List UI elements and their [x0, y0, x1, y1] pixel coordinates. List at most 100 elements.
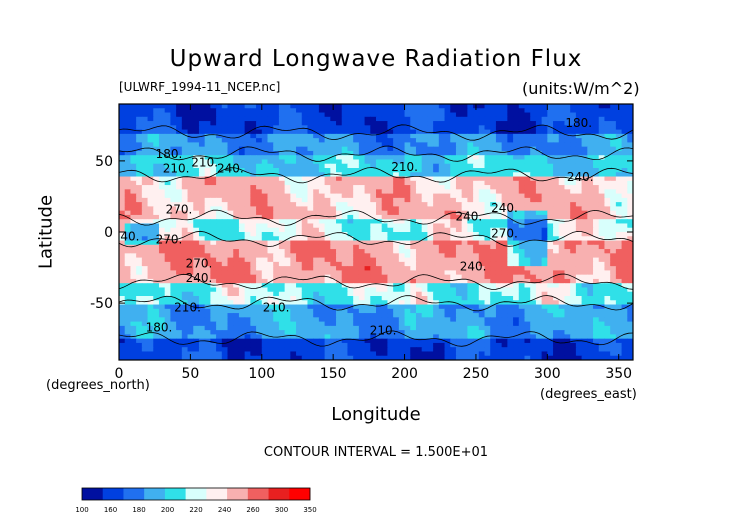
field-cell — [393, 146, 400, 152]
field-cell — [507, 274, 514, 280]
field-cell — [176, 138, 183, 143]
field-cell — [233, 274, 240, 280]
field-cell — [553, 180, 560, 186]
field-cell — [501, 150, 508, 156]
field-cell — [604, 189, 611, 195]
field-cell — [364, 291, 371, 297]
field-cell — [238, 253, 246, 259]
field-cell — [610, 240, 617, 246]
field-cell — [170, 121, 177, 126]
field-cell — [535, 321, 543, 327]
field-cell — [353, 155, 360, 161]
field-cell — [296, 214, 303, 220]
field-cell — [461, 330, 468, 335]
field-cell — [307, 338, 314, 344]
field-cell — [455, 150, 463, 156]
field-cell — [444, 308, 451, 314]
field-cell — [604, 193, 611, 199]
field-cell — [438, 168, 446, 173]
field-cell — [598, 133, 606, 139]
field-cell — [307, 232, 314, 237]
field-cell — [181, 142, 189, 148]
field-cell — [181, 313, 189, 318]
field-cell — [593, 159, 600, 165]
field-cell — [307, 223, 314, 229]
field-cell — [410, 214, 417, 220]
field-cell — [478, 168, 486, 173]
field-cell — [227, 313, 234, 318]
field-cell — [473, 219, 480, 225]
field-cell — [621, 116, 628, 122]
field-cell — [181, 116, 189, 122]
field-cell — [238, 296, 246, 301]
field-cell — [187, 236, 194, 242]
field-cell — [256, 232, 263, 237]
field-cell — [347, 236, 354, 242]
field-cell — [136, 125, 143, 131]
field-cell — [250, 291, 257, 297]
field-cell — [564, 189, 571, 195]
field-cell — [210, 206, 217, 212]
field-cell — [370, 116, 377, 122]
field-cell — [124, 240, 132, 246]
field-cell — [267, 338, 274, 344]
field-cell — [438, 159, 446, 165]
field-cell — [313, 330, 320, 335]
field-cell — [278, 300, 286, 306]
field-cell — [507, 244, 514, 250]
field-cell — [393, 159, 400, 165]
field-cell — [290, 325, 297, 331]
field-cell — [421, 313, 428, 318]
field-cell — [204, 176, 211, 182]
field-cell — [593, 291, 600, 297]
field-cell — [158, 146, 166, 152]
field-cell — [324, 142, 331, 148]
field-cell — [615, 112, 623, 118]
field-cell — [421, 116, 428, 122]
field-cell — [256, 287, 263, 293]
field-cell — [627, 168, 633, 173]
field-cell — [490, 121, 497, 126]
field-cell — [433, 261, 440, 267]
field-cell — [415, 240, 423, 246]
field-cell — [433, 244, 440, 250]
field-cell — [324, 266, 331, 271]
field-cell — [347, 296, 354, 301]
field-cell — [421, 287, 428, 293]
field-cell — [198, 193, 206, 199]
field-cell — [490, 321, 497, 327]
field-cell — [181, 253, 189, 259]
field-cell — [176, 261, 183, 267]
field-cell — [193, 334, 200, 340]
field-cell — [490, 219, 497, 225]
field-cell — [341, 189, 349, 195]
field-cell — [541, 214, 548, 220]
field-cell — [530, 304, 537, 310]
field-cell — [158, 202, 166, 207]
field-cell — [467, 232, 474, 237]
field-cell — [170, 202, 177, 207]
field-cell — [244, 296, 251, 301]
field-cell — [296, 210, 303, 216]
field-cell — [313, 300, 320, 306]
field-cell — [558, 325, 566, 331]
field-cell — [575, 121, 583, 126]
field-cell — [564, 291, 571, 297]
field-cell — [501, 325, 508, 331]
field-cell — [119, 206, 126, 212]
field-cell — [358, 108, 366, 114]
field-cell — [490, 296, 497, 301]
field-cell — [358, 261, 366, 267]
field-cell — [353, 240, 360, 246]
field-cell — [181, 257, 189, 263]
field-cell — [427, 116, 434, 122]
field-cell — [153, 159, 160, 165]
field-cell — [176, 112, 183, 118]
field-cell — [604, 210, 611, 216]
field-cell — [478, 270, 486, 276]
field-cell — [164, 104, 171, 109]
field-cell — [473, 185, 480, 190]
field-cell — [204, 291, 211, 297]
field-cell — [141, 308, 149, 314]
field-cell — [376, 189, 383, 195]
